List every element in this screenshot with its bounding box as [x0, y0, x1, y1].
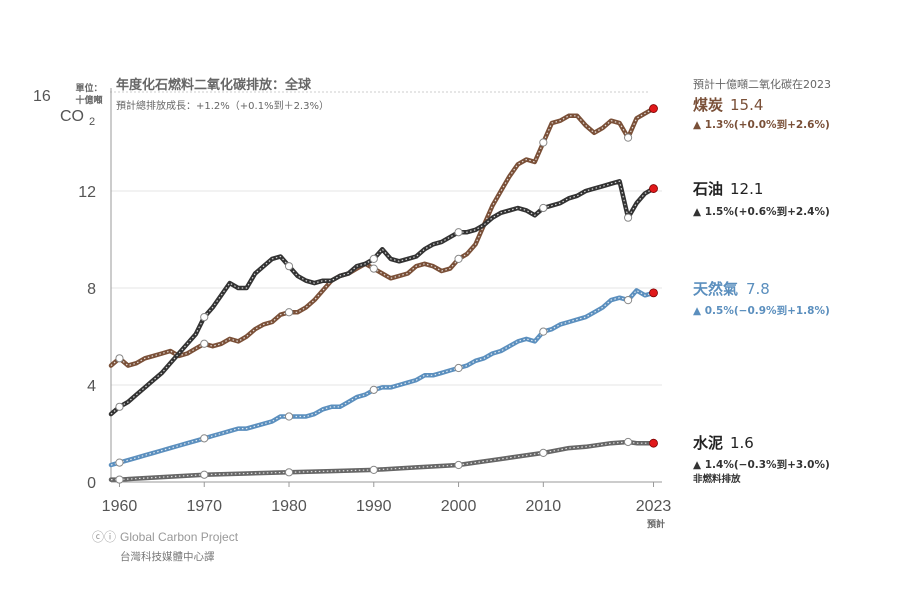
- cement-marker-1970: [200, 470, 209, 479]
- oil-marker-1970: [200, 313, 209, 322]
- gas-marker-2000: [454, 363, 463, 373]
- legend-cement-name: 水泥: [693, 434, 723, 452]
- x-tick-1960: 1960: [102, 498, 138, 515]
- oil-marker-2010: [539, 203, 548, 213]
- coal-projection-point: [649, 104, 658, 113]
- oil-marker-2020: [623, 213, 633, 222]
- y-unit-line1: 單位：: [75, 82, 102, 94]
- gas-marker-1980: [284, 412, 294, 421]
- x-tick-2000: 2000: [441, 498, 477, 515]
- legend-oil-name: 石油: [692, 180, 723, 198]
- gas-marker-1970: [200, 434, 209, 443]
- gas-marker-2010: [539, 327, 548, 336]
- coal-marker-2000: [454, 254, 463, 263]
- coal-marker-2010: [539, 138, 548, 147]
- legend-cement-growth: ▲ 1.4%(−0.3%到+3.0%): [693, 458, 830, 471]
- cement-line-dots: [111, 441, 654, 481]
- cement-marker-2020: [623, 437, 633, 447]
- legend-cement-note: 非燃料排放: [693, 473, 741, 485]
- y-tick-12: 12: [78, 184, 96, 201]
- gas-marker-2020: [623, 296, 633, 305]
- gridlines: [111, 190, 662, 483]
- y-tick-4: 4: [87, 378, 96, 395]
- legend-oil-growth: ▲ 1.5%(+0.6%到+2.4%): [693, 205, 830, 218]
- x-tick-note: 預計: [647, 518, 665, 530]
- x-tick-labels: 1960 1970 1980 1990 2000 2010 2023: [102, 482, 672, 515]
- coal-marker-1990: [369, 264, 378, 273]
- cement-marker-1960: [115, 475, 124, 484]
- cement-marker-2000: [454, 460, 463, 470]
- oil-projection-point: [649, 184, 658, 193]
- legend-gas-growth: ▲ 0.5%(−0.9%到+1.8%): [693, 304, 830, 317]
- oil-line: [108, 179, 656, 417]
- x-tick-2010: 2010: [526, 498, 562, 515]
- y-tick-0: 0: [87, 475, 96, 492]
- chart-title: 年度化石燃料二氧化碳排放：全球: [116, 77, 312, 93]
- cement-marker-2010: [539, 448, 548, 457]
- y-unit-co2: CO: [60, 108, 84, 125]
- cc-icon: ⓒⓘ: [92, 530, 116, 544]
- x-tick-1990: 1990: [356, 498, 392, 515]
- y-top-number: 16: [33, 88, 51, 105]
- legend-gas-value: 7.8: [746, 280, 770, 298]
- legend-oil-value: 12.1: [730, 180, 763, 198]
- legend-coal-value: 15.4: [730, 96, 763, 114]
- gas-line: [108, 288, 656, 468]
- oil-marker-1980: [284, 262, 294, 271]
- x-tick-1970: 1970: [186, 498, 222, 515]
- gas-marker-1990: [369, 385, 378, 394]
- legend-cement-value: 1.6: [730, 434, 754, 452]
- x-tick-1980: 1980: [271, 498, 307, 515]
- coal-marker-1980: [284, 308, 294, 317]
- x-tick-2023: 2023: [636, 498, 672, 515]
- gas-projection-point: [649, 288, 658, 298]
- y-tick-labels: 0 4 8 12: [78, 184, 96, 492]
- legend-coal-growth: ▲ 1.3%(+0.0%到+2.6%): [693, 118, 830, 131]
- cement-marker-1980: [284, 468, 294, 477]
- gas-line-dots: [110, 289, 654, 466]
- oil-marker-1990: [369, 254, 378, 263]
- legend-coal-name: 煤炭: [693, 96, 723, 114]
- oil-marker-1960: [115, 402, 124, 411]
- legend-gas-name: 天然氣: [693, 280, 738, 298]
- coal-marker-1970: [200, 339, 209, 348]
- series-lines: [108, 104, 658, 484]
- gas-marker-1960: [115, 458, 124, 467]
- cement-marker-1990: [369, 465, 378, 474]
- cement-projection-point: [649, 438, 658, 448]
- coal-line: [108, 106, 656, 368]
- chart-subtitle: 預計總排放成長：+1.2%（+0.1%到＋2.3%）: [116, 99, 329, 112]
- cement-line: [108, 439, 656, 482]
- coal-line-dots: [110, 108, 654, 367]
- y-tick-8: 8: [87, 281, 96, 298]
- oil-marker-2000: [454, 228, 463, 237]
- credit-translator: 台灣科技媒體中心譯: [120, 550, 215, 563]
- credit-project: Global Carbon Project: [120, 530, 239, 544]
- legend-title: 預計十億噸二氧化碳在2023: [693, 77, 831, 91]
- y-unit-line2: 十億噸: [75, 94, 102, 106]
- coal-marker-1960: [115, 354, 124, 363]
- oil-line-dots: [110, 180, 654, 415]
- coal-marker-2020: [623, 133, 633, 142]
- y-unit-co2-sub: 2: [89, 116, 95, 128]
